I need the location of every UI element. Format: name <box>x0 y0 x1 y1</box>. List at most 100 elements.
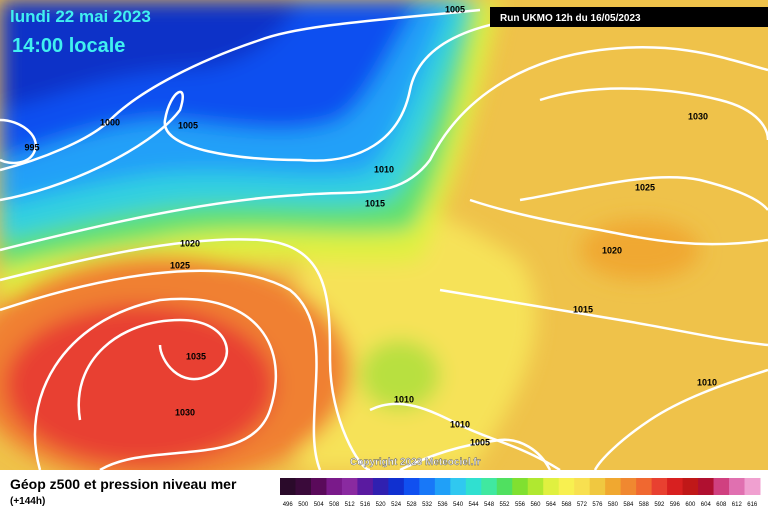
colorbar-label: 560 <box>530 502 541 508</box>
colorbar-label: 512 <box>345 502 356 508</box>
colorbar-swatch <box>620 478 637 495</box>
colorbar-swatch <box>651 478 668 495</box>
colorbar-swatch <box>558 478 575 495</box>
isobar-label: 1000 <box>100 117 120 127</box>
colorbar-swatch <box>434 478 451 495</box>
colorbar-swatch <box>326 478 343 495</box>
isobar-label: 1025 <box>635 182 655 192</box>
colorbar-swatch <box>512 478 529 495</box>
colorbar-swatch <box>419 478 436 495</box>
colorbar-swatch <box>403 478 420 495</box>
colorbar-label: 520 <box>376 502 387 508</box>
isobar <box>33 297 278 470</box>
colorbar-label: 592 <box>654 502 665 508</box>
run: Run UKMO 12h du 16/05/2023 <box>500 13 641 24</box>
isobar <box>519 176 768 211</box>
colorbar-label: 508 <box>329 502 340 508</box>
field <box>0 0 768 470</box>
colorbar-label: 496 <box>283 502 294 508</box>
isobar-label: 1010 <box>374 164 394 174</box>
isobar-label: 1015 <box>573 304 593 314</box>
colorbar-label: 584 <box>623 502 634 508</box>
isobar <box>593 368 768 470</box>
colorbar-label: 596 <box>670 502 681 508</box>
colorbar-label: 556 <box>515 502 526 508</box>
colorbar-label: 608 <box>716 502 727 508</box>
colorbar-label: 516 <box>360 502 371 508</box>
colorbar-label: 540 <box>453 502 464 508</box>
time: 14:00 locale <box>12 35 125 57</box>
isobar-label: 1005 <box>178 120 198 130</box>
colorbar-swatch <box>589 478 606 495</box>
isobar <box>0 13 561 202</box>
isobar-label: 1010 <box>697 377 717 387</box>
colorbar-label: 504 <box>314 502 325 508</box>
isobar-label: 1020 <box>180 238 200 248</box>
isobar <box>539 87 768 141</box>
colorbar-swatch <box>636 478 653 495</box>
colorbar-label: 532 <box>422 502 433 508</box>
colorbar-swatch <box>310 478 327 495</box>
colorbar-label: 600 <box>685 502 696 508</box>
colorbar-swatch <box>465 478 482 495</box>
colorbar-swatch <box>605 478 622 495</box>
isobar <box>0 118 37 165</box>
run-box <box>490 7 768 27</box>
colorbar-label: 568 <box>561 502 572 508</box>
colorbar-swatch <box>667 478 684 495</box>
colorbar-label: 604 <box>701 502 712 508</box>
colorbar-swatch <box>496 478 513 495</box>
colorbar-label: 548 <box>484 502 495 508</box>
isobar <box>369 402 561 470</box>
copyright: Copyright 2023 Meteociel.fr <box>350 457 481 468</box>
colorbar-label: 612 <box>732 502 743 508</box>
isobar-label: 1010 <box>394 394 414 404</box>
isobar-label: 1030 <box>688 111 708 121</box>
colorbar-swatch <box>280 478 296 495</box>
isobar-label: 1015 <box>365 198 385 208</box>
colorbar-swatch <box>682 478 699 495</box>
colorbar-swatch <box>729 478 746 495</box>
isobar <box>399 438 552 470</box>
colorbar-swatch <box>295 478 312 495</box>
colorbar-swatch <box>527 478 544 495</box>
isobar-label: 1025 <box>170 260 190 270</box>
footer-title: Géop z500 et pression niveau mer <box>10 476 237 492</box>
colorbar-label: 544 <box>469 502 480 508</box>
isobar <box>0 238 371 470</box>
isobar-label: 1005 <box>445 4 465 14</box>
colorbar-label: 524 <box>391 502 402 508</box>
isobar <box>77 318 228 421</box>
date: lundi 22 mai 2023 <box>10 7 151 26</box>
colorbar-label: 580 <box>608 502 619 508</box>
colorbar-swatch <box>372 478 389 495</box>
colorbar-label: 564 <box>546 502 557 508</box>
colorbar-swatch <box>388 478 405 495</box>
colorbar-label: 528 <box>407 502 418 508</box>
isobar <box>469 198 768 246</box>
isobar-label: 1005 <box>470 437 490 447</box>
colorbar-label: 572 <box>577 502 588 508</box>
footer-lead: (+144h) <box>10 496 45 507</box>
isobar-label: 1030 <box>175 407 195 417</box>
isobar <box>0 8 481 172</box>
colorbar-swatch <box>543 478 560 495</box>
colorbar-swatch <box>450 478 467 495</box>
isobar <box>0 269 322 470</box>
colorbar-label: 500 <box>298 502 309 508</box>
colorbar-swatch <box>357 478 374 495</box>
colorbar-swatch <box>341 478 358 495</box>
colorbar-swatch <box>744 478 761 495</box>
colorbar-swatch <box>574 478 591 495</box>
isobar-label: 1020 <box>602 245 622 255</box>
colorbar-swatch <box>713 478 730 495</box>
colorbar-swatch <box>481 478 498 495</box>
isobar-label: 995 <box>24 142 39 152</box>
colorbar-label: 576 <box>592 502 603 508</box>
isobar <box>439 288 768 347</box>
isobar <box>0 46 768 252</box>
colorbar-swatch <box>698 478 715 495</box>
isobar-label: 1010 <box>450 419 470 429</box>
